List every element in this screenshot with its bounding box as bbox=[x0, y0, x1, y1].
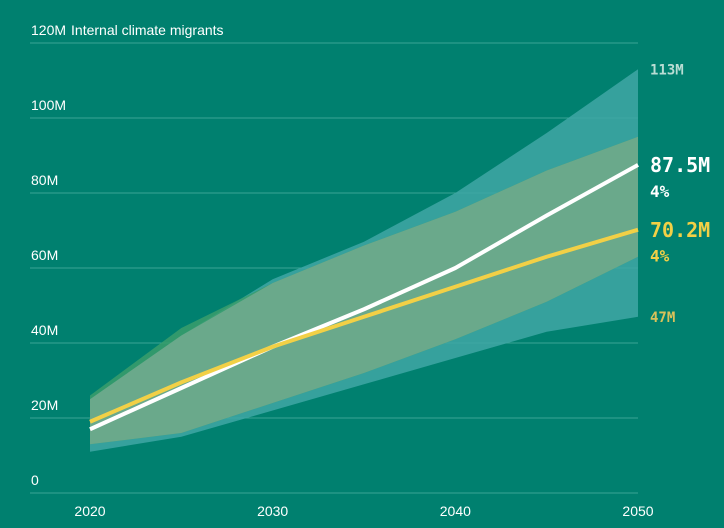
y-tick-label-3: 60M bbox=[31, 247, 58, 263]
x-tick-label-0: 2020 bbox=[74, 503, 105, 519]
y-tick-label-5: 100M bbox=[31, 97, 66, 113]
white-percent-label: 4% bbox=[650, 182, 670, 201]
lower-range-label: 47M bbox=[650, 310, 675, 326]
x-tick-label-2: 2040 bbox=[440, 503, 471, 519]
end-labels: 113M 87.5M 4% 70.2M 4% 47M bbox=[650, 62, 710, 326]
x-tick-label-3: 2050 bbox=[622, 503, 653, 519]
y-axis-ticks: 0 20M 40M 60M 80M 100M 120M bbox=[31, 22, 66, 488]
white-scenario-line bbox=[89, 163, 639, 432]
yellow-percent-label: 4% bbox=[650, 246, 670, 265]
x-axis-ticks: 2020 2030 2040 2050 bbox=[74, 503, 653, 519]
y-tick-label-2: 40M bbox=[31, 322, 58, 338]
chart-title: Internal climate migrants bbox=[71, 22, 224, 38]
overlap-range-band bbox=[90, 136, 638, 445]
upper-range-label: 113M bbox=[650, 62, 684, 78]
y-tick-label-6: 120M bbox=[31, 22, 66, 38]
yellow-value-label: 70.2M bbox=[650, 218, 710, 242]
series-lines bbox=[89, 163, 639, 432]
y-tick-label-4: 80M bbox=[31, 172, 58, 188]
range-bands bbox=[90, 69, 638, 452]
yellow-scenario-line bbox=[89, 227, 639, 424]
white-value-label: 87.5M bbox=[650, 153, 710, 177]
y-tick-label-0: 0 bbox=[31, 472, 39, 488]
x-tick-label-1: 2030 bbox=[257, 503, 288, 519]
y-tick-label-1: 20M bbox=[31, 397, 58, 413]
